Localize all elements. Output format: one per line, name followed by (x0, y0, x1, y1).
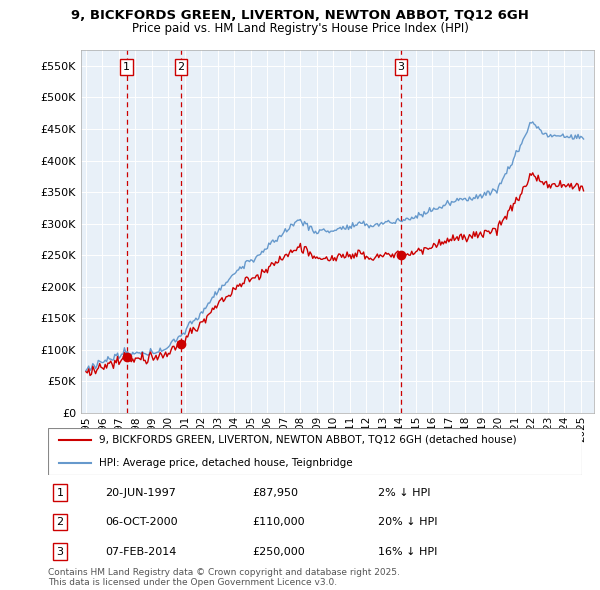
Text: 20% ↓ HPI: 20% ↓ HPI (378, 517, 437, 527)
Text: 16% ↓ HPI: 16% ↓ HPI (378, 547, 437, 556)
Text: 20-JUN-1997: 20-JUN-1997 (105, 488, 176, 497)
Text: £87,950: £87,950 (252, 488, 298, 497)
Text: 06-OCT-2000: 06-OCT-2000 (105, 517, 178, 527)
Text: 2% ↓ HPI: 2% ↓ HPI (378, 488, 431, 497)
Text: 9, BICKFORDS GREEN, LIVERTON, NEWTON ABBOT, TQ12 6GH (detached house): 9, BICKFORDS GREEN, LIVERTON, NEWTON ABB… (99, 435, 517, 444)
Text: 3: 3 (56, 547, 64, 556)
Text: HPI: Average price, detached house, Teignbridge: HPI: Average price, detached house, Teig… (99, 458, 352, 468)
FancyBboxPatch shape (48, 428, 582, 475)
Text: 2: 2 (178, 62, 185, 72)
Text: 9, BICKFORDS GREEN, LIVERTON, NEWTON ABBOT, TQ12 6GH: 9, BICKFORDS GREEN, LIVERTON, NEWTON ABB… (71, 9, 529, 22)
Text: Price paid vs. HM Land Registry's House Price Index (HPI): Price paid vs. HM Land Registry's House … (131, 22, 469, 35)
Text: 3: 3 (398, 62, 404, 72)
Text: 1: 1 (56, 488, 64, 497)
Text: £110,000: £110,000 (252, 517, 305, 527)
Text: Contains HM Land Registry data © Crown copyright and database right 2025.
This d: Contains HM Land Registry data © Crown c… (48, 568, 400, 587)
Text: 1: 1 (123, 62, 130, 72)
Text: 07-FEB-2014: 07-FEB-2014 (105, 547, 176, 556)
Text: £250,000: £250,000 (252, 547, 305, 556)
Text: 2: 2 (56, 517, 64, 527)
